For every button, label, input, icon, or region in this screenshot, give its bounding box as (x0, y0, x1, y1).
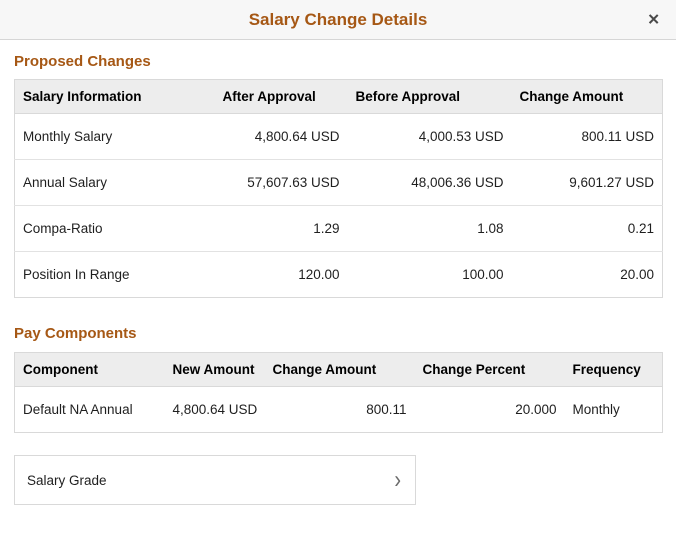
before-approval-value: 48,006.36 USD (347, 159, 512, 206)
frequency-value: Monthly (564, 386, 663, 433)
column-header-frequency: Frequency (564, 352, 663, 387)
proposed-changes-heading: Proposed Changes (14, 53, 151, 70)
column-header-change-percent: Change Percent (414, 352, 565, 387)
after-approval-value: 57,607.63 USD (214, 159, 348, 206)
row-label: Position In Range (14, 251, 215, 298)
component-value: Default NA Annual (14, 386, 165, 433)
table-row: Default NA Annual 4,800.64 USD 800.11 20… (14, 386, 663, 433)
pay-components-heading: Pay Components (14, 325, 137, 342)
column-header-before-approval: Before Approval (347, 79, 512, 114)
modal-title: Salary Change Details (248, 9, 428, 29)
change-percent-value: 20.000 (414, 386, 565, 433)
after-approval-value: 1.29 (214, 205, 348, 252)
pay-components-table: Component New Amount Change Amount Chang… (14, 352, 663, 433)
before-approval-value: 4,000.53 USD (347, 113, 512, 160)
column-header-component: Component (14, 352, 165, 387)
after-approval-value: 120.00 (214, 251, 348, 298)
salary-grade-button[interactable]: Salary Grade › (14, 455, 416, 505)
table-row: Monthly Salary 4,800.64 USD 4,000.53 USD… (14, 113, 663, 160)
column-header-salary-information: Salary Information (14, 79, 215, 114)
change-amount-value: 20.00 (511, 251, 663, 298)
table-row: Position In Range 120.00 100.00 20.00 (14, 251, 663, 298)
table-header-row: Component New Amount Change Amount Chang… (14, 352, 663, 387)
change-amount-value: 800.11 (264, 386, 415, 433)
close-icon[interactable]: ✕ (641, 8, 666, 31)
table-row: Compa-Ratio 1.29 1.08 0.21 (14, 205, 663, 252)
before-approval-value: 1.08 (347, 205, 512, 252)
change-amount-value: 0.21 (511, 205, 663, 252)
modal-header: Salary Change Details ✕ (0, 0, 676, 40)
column-header-change-amount: Change Amount (511, 79, 663, 114)
after-approval-value: 4,800.64 USD (214, 113, 348, 160)
salary-grade-label: Salary Grade (27, 472, 107, 488)
new-amount-value: 4,800.64 USD (164, 386, 265, 433)
modal-content: Proposed Changes Salary Information Afte… (0, 53, 676, 505)
table-row: Annual Salary 57,607.63 USD 48,006.36 US… (14, 159, 663, 206)
row-label: Compa-Ratio (14, 205, 215, 252)
change-amount-value: 800.11 USD (511, 113, 663, 160)
column-header-change-amount: Change Amount (264, 352, 415, 387)
chevron-right-icon: › (394, 466, 401, 494)
proposed-changes-table: Salary Information After Approval Before… (14, 79, 663, 298)
column-header-after-approval: After Approval (214, 79, 348, 114)
change-amount-value: 9,601.27 USD (511, 159, 663, 206)
column-header-new-amount: New Amount (164, 352, 265, 387)
row-label: Annual Salary (14, 159, 215, 206)
table-header-row: Salary Information After Approval Before… (14, 79, 663, 114)
row-label: Monthly Salary (14, 113, 215, 160)
before-approval-value: 100.00 (347, 251, 512, 298)
